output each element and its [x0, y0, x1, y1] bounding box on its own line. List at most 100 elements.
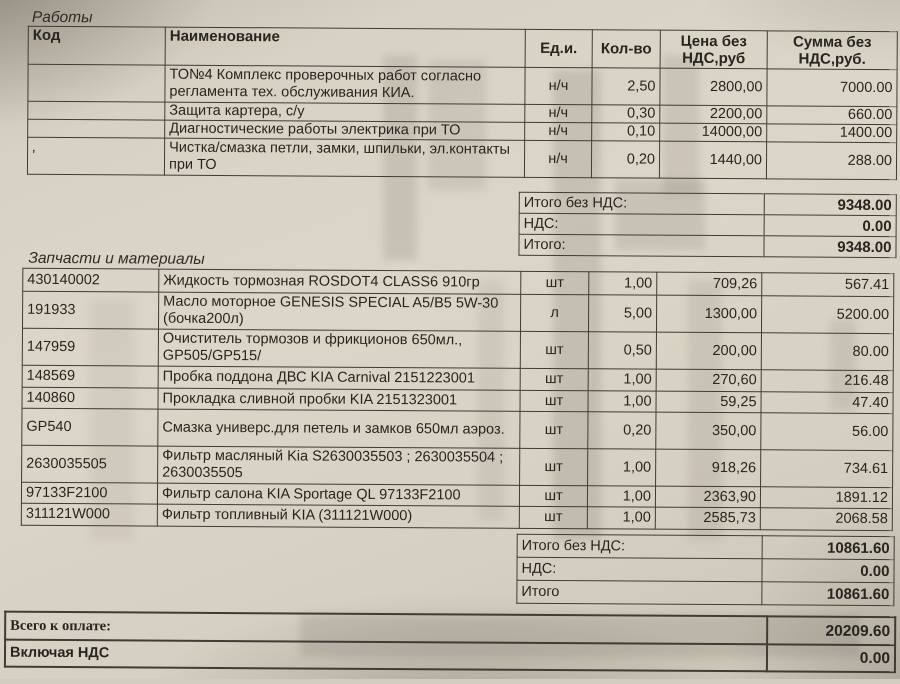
part-qty: 5,00	[588, 294, 657, 333]
part-row: 2630035505 Фильтр масляный Kia S26300355…	[21, 445, 893, 488]
part-name: Жидкость тормозная ROSDOT4 CLASS6 910гр	[158, 269, 521, 295]
part-sum: 567.41	[761, 272, 894, 297]
part-code: GP540	[21, 408, 159, 447]
work-code: ’	[27, 137, 165, 176]
part-name: Масло моторное GENESIS SPECIAL A5/B5 5W-…	[158, 292, 521, 332]
parts-subtotal-label: Итого без НДС:	[517, 534, 763, 559]
part-name: Пробка поддона ДВС KIA Carnival 21512230…	[158, 366, 521, 391]
part-row: 147959 Очиститель тормозов и фрикционов …	[22, 328, 894, 371]
work-unit: н/ч	[524, 104, 592, 123]
parts-section-label: Запчасти и материалы	[28, 249, 205, 268]
part-sum: 1891.12	[760, 486, 893, 509]
part-code: 148569	[22, 365, 159, 389]
works-header-row: Код Наименование Ед.и. Кол-во Цена без Н…	[28, 26, 898, 70]
part-qty: 1,00	[587, 506, 656, 530]
works-table: Код Наименование Ед.и. Кол-во Цена без Н…	[27, 26, 898, 180]
parts-total-label: Итого	[516, 580, 762, 605]
part-unit: шт	[519, 390, 589, 412]
part-name: Фильтр салона KIA Sportage QL 97133F2100	[157, 483, 520, 507]
part-sum: 56.00	[760, 412, 893, 451]
work-price: 2800,00	[659, 68, 768, 106]
work-unit: н/ч	[524, 67, 593, 105]
part-code: 97133F2100	[21, 482, 158, 505]
part-sum: 47.40	[760, 391, 894, 414]
part-price: 270,60	[656, 369, 762, 392]
work-code	[27, 119, 165, 139]
part-code: 140860	[22, 387, 159, 410]
work-sum: 1400.00	[766, 123, 897, 143]
part-code: 430140002	[22, 268, 159, 293]
parts-total-row: Итого 10861.60	[516, 580, 894, 606]
part-row: 191933 Масло моторное GENESIS SPECIAL A5…	[22, 291, 894, 334]
works-total-value: 9348.00	[763, 235, 897, 258]
work-row: ’ Чистка/смазка петли, замки, шпильки, э…	[27, 137, 897, 180]
part-code: 311121W000	[21, 503, 158, 527]
part-price: 1300,00	[656, 295, 762, 333]
part-name: Фильтр топливный KIA (311121W000)	[157, 504, 520, 529]
part-unit: шт	[519, 448, 588, 486]
part-sum: 216.48	[761, 369, 894, 393]
part-qty: 1,00	[587, 485, 656, 508]
part-row: 311121W000 Фильтр топливный KIA (311121W…	[21, 503, 893, 531]
work-qty: 0,30	[591, 104, 660, 124]
part-qty: 1,00	[587, 448, 656, 487]
works-header-unit: Ед.и.	[525, 29, 593, 68]
part-unit: л	[520, 294, 589, 332]
part-qty: 1,00	[588, 271, 657, 296]
part-name: Смазка универс.для петель и замков 650мл…	[157, 409, 520, 449]
works-section-label: Работы	[31, 8, 93, 27]
work-unit: н/ч	[524, 122, 592, 141]
part-price: 918,26	[655, 449, 761, 487]
work-name: ТО№4 Комплекс проверочных работ согласно…	[164, 65, 526, 105]
work-name: Диагностические работы электрика при ТО	[164, 120, 525, 141]
work-price: 2200,00	[659, 105, 767, 124]
parts-table: 430140002 Жидкость тормозная ROSDOT4 CLA…	[21, 268, 895, 531]
part-qty: 0,20	[587, 411, 656, 450]
grand-vat-row: Включая НДС 0.00	[4, 639, 896, 673]
part-unit: шт	[520, 368, 589, 391]
part-sum: 734.61	[760, 449, 893, 488]
work-name: Чистка/смазка петли, замки, шпильки, эл.…	[164, 138, 525, 178]
work-qty: 0,10	[591, 122, 660, 142]
parts-subtotal-value: 10861.60	[762, 535, 895, 560]
works-vat-row: НДС: 0.00	[519, 213, 897, 237]
work-code	[27, 101, 165, 121]
works-subtotal-row: Итого без НДС: 9348.00	[519, 192, 897, 216]
works-vat-value: 0.00	[764, 214, 897, 237]
part-name: Очиститель тормозов и фрикционов 650мл.,…	[158, 329, 521, 369]
works-vat-label: НДС:	[519, 213, 765, 236]
works-totals-table: Итого без НДС: 9348.00 НДС: 0.00 Итого: …	[518, 192, 897, 258]
grand-vat-label: Включая НДС	[4, 639, 768, 672]
parts-vat-row: НДС: 0.00	[516, 557, 895, 583]
parts-subtotal-row: Итого без НДС: 10861.60	[517, 534, 895, 560]
parts-totals-table: Итого без НДС: 10861.60 НДС: 0.00 Итого …	[516, 534, 895, 606]
parts-total-value: 10861.60	[761, 581, 894, 606]
works-header-code: Код	[28, 26, 166, 66]
part-sum: 5200.00	[761, 295, 894, 334]
work-row: ТО№4 Комплекс проверочных работ согласно…	[27, 64, 898, 107]
works-header-price: Цена без НДС,руб	[660, 30, 768, 69]
part-unit: шт	[520, 271, 589, 295]
part-code: 2630035505	[21, 445, 158, 484]
part-unit: шт	[519, 411, 588, 449]
works-subtotal-value: 9348.00	[764, 193, 897, 216]
part-name: Фильтр масляный Kia S2630035503 ; 263003…	[157, 446, 520, 486]
part-row: GP540 Смазка универс.для петель и замков…	[21, 408, 893, 451]
work-sum: 7000.00	[766, 68, 898, 107]
part-unit: шт	[520, 331, 589, 369]
part-price: 350,00	[655, 412, 761, 450]
works-subtotal-label: Итого без НДС:	[519, 192, 765, 215]
part-unit: шт	[519, 506, 588, 529]
part-price: 2363,90	[655, 486, 761, 508]
work-sum: 660.00	[766, 105, 897, 125]
part-price: 200,00	[656, 332, 762, 370]
work-qty: 0,20	[591, 140, 660, 179]
part-sum: 2068.58	[760, 507, 893, 531]
parts-vat-label: НДС:	[516, 557, 763, 582]
grand-total-table: Всего к оплате: 20209.60 Включая НДС 0.0…	[4, 611, 896, 673]
works-total-label: Итого:	[518, 234, 765, 257]
part-code: 147959	[22, 328, 159, 367]
works-header-sum: Сумма без НДС,руб.	[767, 30, 898, 70]
